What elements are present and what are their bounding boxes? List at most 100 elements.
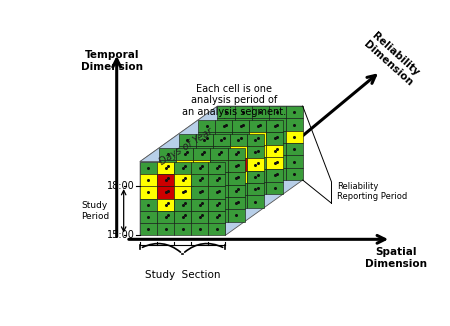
Polygon shape (215, 120, 232, 132)
Polygon shape (230, 183, 247, 195)
Polygon shape (217, 156, 234, 168)
Polygon shape (196, 183, 213, 195)
Polygon shape (198, 132, 215, 145)
Polygon shape (228, 185, 245, 197)
Polygon shape (198, 145, 215, 157)
Polygon shape (249, 132, 266, 145)
Polygon shape (269, 118, 286, 131)
Text: Each cell is one
analysis period of
an analysis segment.: Each cell is one analysis period of an a… (182, 84, 287, 117)
Polygon shape (194, 197, 211, 209)
Polygon shape (174, 174, 191, 186)
Polygon shape (234, 156, 252, 168)
Polygon shape (228, 209, 245, 222)
Polygon shape (215, 169, 232, 182)
Polygon shape (232, 182, 249, 194)
Polygon shape (191, 211, 208, 223)
Polygon shape (174, 199, 191, 211)
Polygon shape (174, 186, 191, 199)
Polygon shape (266, 120, 284, 132)
Polygon shape (179, 134, 196, 146)
Polygon shape (234, 168, 252, 180)
Polygon shape (179, 183, 196, 195)
Polygon shape (230, 195, 247, 208)
Polygon shape (198, 169, 215, 182)
Text: Study
Period: Study Period (81, 201, 109, 220)
Polygon shape (213, 195, 230, 208)
Polygon shape (208, 211, 225, 223)
Polygon shape (191, 174, 208, 186)
Polygon shape (249, 157, 266, 169)
Polygon shape (215, 145, 232, 157)
Polygon shape (140, 162, 157, 174)
Polygon shape (211, 209, 228, 222)
Polygon shape (228, 148, 245, 160)
Polygon shape (176, 160, 194, 172)
Polygon shape (252, 118, 269, 131)
Polygon shape (194, 185, 211, 197)
Polygon shape (286, 131, 303, 143)
Polygon shape (266, 169, 284, 182)
Polygon shape (194, 209, 211, 222)
Polygon shape (269, 131, 286, 143)
Polygon shape (213, 158, 230, 171)
Polygon shape (247, 171, 264, 183)
Text: 15:00: 15:00 (107, 230, 135, 241)
Polygon shape (213, 183, 230, 195)
Polygon shape (234, 131, 252, 143)
Polygon shape (208, 199, 225, 211)
Polygon shape (247, 134, 264, 146)
Polygon shape (211, 148, 228, 160)
Polygon shape (179, 120, 198, 208)
Text: Temporal
Dimension: Temporal Dimension (81, 50, 143, 71)
Polygon shape (159, 197, 176, 209)
Polygon shape (249, 169, 266, 182)
Polygon shape (232, 120, 249, 132)
Polygon shape (140, 174, 157, 186)
Polygon shape (191, 199, 208, 211)
Polygon shape (269, 156, 286, 168)
Polygon shape (159, 185, 176, 197)
Polygon shape (249, 145, 266, 157)
Polygon shape (174, 223, 191, 235)
Polygon shape (225, 106, 303, 235)
Polygon shape (196, 146, 213, 158)
Polygon shape (179, 195, 196, 208)
Polygon shape (196, 158, 213, 171)
Polygon shape (159, 134, 179, 222)
Polygon shape (213, 171, 230, 183)
Polygon shape (194, 148, 211, 160)
Polygon shape (232, 132, 249, 145)
Polygon shape (247, 158, 264, 171)
Polygon shape (215, 182, 232, 194)
Polygon shape (196, 195, 213, 208)
Polygon shape (217, 131, 234, 143)
Polygon shape (269, 106, 286, 118)
Polygon shape (217, 106, 234, 118)
Polygon shape (232, 145, 249, 157)
Polygon shape (252, 143, 269, 156)
Polygon shape (252, 131, 269, 143)
Polygon shape (159, 148, 176, 160)
Polygon shape (157, 211, 174, 223)
Polygon shape (157, 199, 174, 211)
Polygon shape (196, 134, 213, 146)
Polygon shape (252, 168, 269, 180)
Polygon shape (208, 162, 225, 174)
Polygon shape (266, 157, 284, 169)
Polygon shape (140, 223, 157, 235)
Polygon shape (211, 160, 228, 172)
Polygon shape (176, 172, 194, 185)
Polygon shape (198, 120, 215, 132)
Polygon shape (159, 160, 176, 172)
Polygon shape (228, 197, 245, 209)
Polygon shape (157, 162, 174, 174)
Polygon shape (217, 118, 234, 131)
Polygon shape (252, 106, 269, 118)
Polygon shape (140, 186, 157, 199)
Polygon shape (232, 157, 249, 169)
Polygon shape (176, 197, 194, 209)
Polygon shape (266, 182, 284, 194)
Text: 18:00: 18:00 (107, 181, 135, 191)
Polygon shape (228, 172, 245, 185)
Polygon shape (179, 158, 196, 171)
